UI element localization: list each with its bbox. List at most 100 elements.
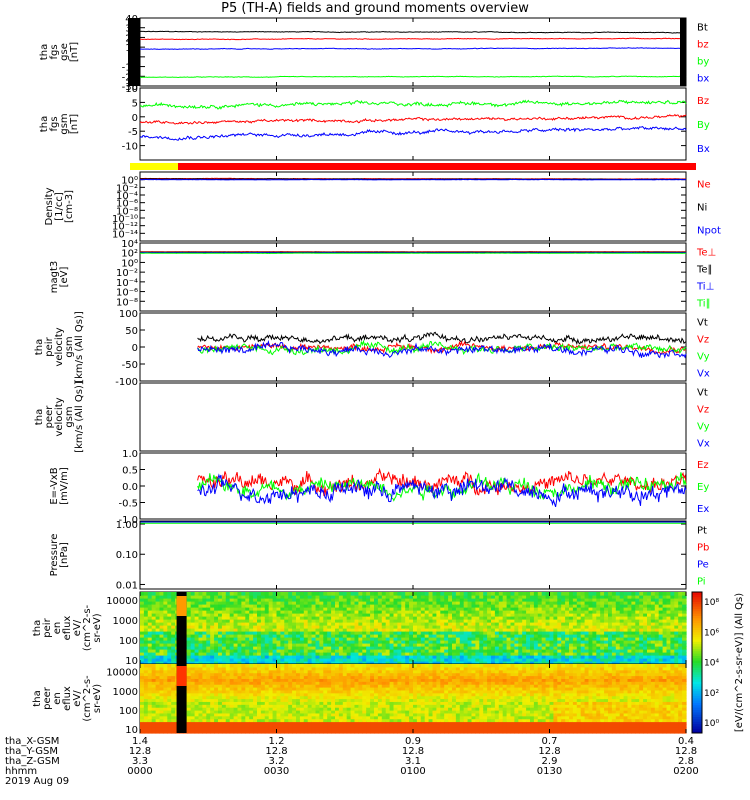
heatmap-cell xyxy=(194,616,200,620)
heatmap-cell xyxy=(280,666,285,671)
heatmap-cell xyxy=(198,643,203,647)
heatmap-cell xyxy=(643,637,648,641)
heatmap-cell xyxy=(666,595,671,599)
heatmap-cell xyxy=(401,646,406,650)
heatmap-cell xyxy=(140,721,145,725)
heatmap-cell xyxy=(366,661,371,665)
heatmap-cell xyxy=(307,631,313,635)
heatmap-cell xyxy=(292,661,297,665)
heatmap-cell xyxy=(491,637,496,641)
heatmap-cell xyxy=(479,631,484,635)
heatmap-cell xyxy=(264,664,270,668)
panel-frame xyxy=(139,17,687,87)
heatmap-cell xyxy=(202,625,207,629)
heatmap-cell xyxy=(218,592,223,596)
heatmap-cell xyxy=(151,692,157,697)
heatmap-cell xyxy=(163,701,168,705)
heatmap-cell xyxy=(682,655,687,659)
heatmap-cell xyxy=(237,707,242,711)
heatmap-cell xyxy=(662,643,668,647)
heatmap-cell xyxy=(241,672,246,677)
heatmap-cell xyxy=(650,598,656,602)
heatmap-cell xyxy=(455,610,461,614)
heatmap-cell xyxy=(245,661,250,665)
heatmap-cell xyxy=(327,681,332,685)
heatmap-cell xyxy=(206,692,211,697)
legend-Vy: Vy xyxy=(697,352,710,363)
heatmap-cell xyxy=(643,610,648,614)
heatmap-cell xyxy=(167,695,172,700)
heatmap-cell xyxy=(420,622,426,626)
heatmap-cell xyxy=(163,598,168,602)
heatmap-cell xyxy=(155,595,161,599)
heatmap-cell xyxy=(569,598,574,602)
heatmap-cell xyxy=(561,655,566,659)
heatmap-cell xyxy=(288,704,293,708)
heatmap-cell xyxy=(580,628,586,632)
heatmap-cell xyxy=(346,592,352,596)
heatmap-cell xyxy=(647,634,652,638)
heatmap-cell xyxy=(284,661,289,665)
heatmap-cell xyxy=(237,689,242,694)
heatmap-cell xyxy=(475,658,480,662)
heatmap-cell xyxy=(401,658,406,662)
heatmap-cell xyxy=(303,712,309,717)
heatmap-cell xyxy=(420,616,426,620)
heatmap-cell xyxy=(296,669,301,674)
heatmap-cell xyxy=(654,634,660,638)
heatmap-cell xyxy=(377,652,383,656)
heatmap-cell xyxy=(327,715,332,720)
heatmap-cell xyxy=(631,658,636,662)
heatmap-cell xyxy=(475,613,480,617)
heatmap-cell xyxy=(264,689,270,694)
heatmap-cell xyxy=(623,634,629,638)
heatmap-cell xyxy=(342,707,348,711)
heatmap-cell xyxy=(635,646,640,650)
heatmap-cell xyxy=(202,610,207,614)
heatmap-cell xyxy=(346,710,352,714)
heatmap-cell xyxy=(221,669,227,674)
heatmap-cell xyxy=(678,634,683,638)
heatmap-cell xyxy=(518,622,523,626)
heatmap-cell xyxy=(253,622,258,626)
heatmap-cell xyxy=(452,601,457,605)
heatmap-cell xyxy=(342,592,348,596)
heatmap-cell xyxy=(151,592,157,596)
heatmap-cell xyxy=(611,610,617,614)
heatmap-cell xyxy=(186,649,192,653)
heatmap-cell xyxy=(444,643,449,647)
heatmap-cell xyxy=(557,643,562,647)
heatmap-cell xyxy=(241,724,246,728)
heatmap-cell xyxy=(276,652,281,656)
heatmap-cell xyxy=(284,715,289,720)
heatmap-cell xyxy=(611,622,617,626)
heatmap-cell xyxy=(155,710,161,714)
heatmap-cell xyxy=(428,634,434,638)
heatmap-cell xyxy=(444,613,449,617)
heatmap-cell xyxy=(202,666,207,671)
heatmap-cell xyxy=(284,684,289,688)
heatmap-cell xyxy=(635,640,640,644)
heatmap-cell xyxy=(233,707,239,711)
heatmap-cell xyxy=(198,652,203,656)
heatmap-cell xyxy=(335,695,340,700)
heatmap-cell xyxy=(327,595,332,599)
heatmap-cell xyxy=(315,666,320,671)
heatmap-cell xyxy=(171,704,176,708)
heatmap-cell xyxy=(338,616,344,620)
heatmap-cell xyxy=(190,675,196,679)
heatmap-cell xyxy=(506,655,512,659)
heatmap-cell xyxy=(545,592,551,596)
heatmap-cell xyxy=(635,595,640,599)
heatmap-cell xyxy=(198,616,203,620)
heatmap-cell xyxy=(331,631,336,635)
heatmap-cell xyxy=(292,687,297,691)
heatmap-cell xyxy=(335,601,340,605)
heatmap-cell xyxy=(678,610,683,614)
heatmap-cell xyxy=(245,712,250,717)
heatmap-cell xyxy=(483,613,488,617)
heatmap-cell xyxy=(354,622,359,626)
heatmap-cell xyxy=(584,622,590,626)
heatmap-cell xyxy=(561,592,566,596)
heatmap-cell xyxy=(346,689,352,694)
